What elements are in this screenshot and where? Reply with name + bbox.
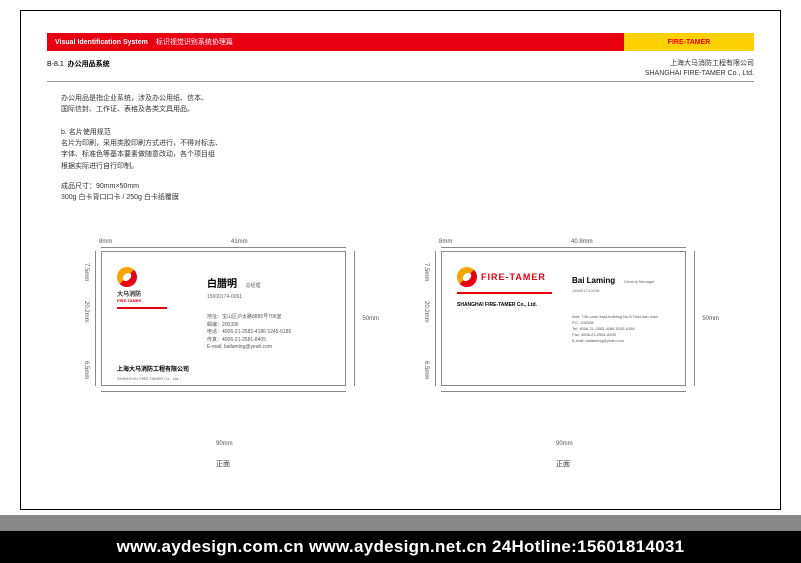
gray-border bbox=[0, 515, 801, 531]
person-title: General Manager bbox=[624, 279, 655, 284]
dim-v1: 7.5mm bbox=[83, 263, 89, 281]
page-frame: Visual Identification System 标识视觉识别系统协理篇… bbox=[20, 10, 781, 510]
brand-label: FIRE-TAMER bbox=[668, 39, 711, 46]
dim-top-mid: 41mm bbox=[231, 239, 248, 245]
paragraph-3: 成品尺寸：90mm×50mm 300g 白卡背口口卡 / 250g 白卡纸覆膜 bbox=[61, 181, 179, 203]
card-company-cn: 上海大马消防工程有限公司 bbox=[117, 364, 189, 373]
company-block: 上海大马消防工程有限公司 SHANGHAI FIRE-TAMER Co., Lt… bbox=[645, 59, 754, 79]
red-underline bbox=[117, 307, 167, 309]
card-label-en: 正面 bbox=[556, 459, 570, 469]
dim-bottom: 90mm bbox=[556, 441, 573, 447]
person-phone: 15000174-0091 bbox=[572, 288, 655, 293]
company-cn: 上海大马消防工程有限公司 bbox=[645, 59, 754, 69]
company-en: SHANGHAI FIRE-TAMER Co., Ltd. bbox=[645, 69, 754, 79]
person-name: 白腊明 bbox=[207, 275, 237, 290]
contact-info: Add: 706 room east-building No.8 Taixi-h… bbox=[572, 314, 658, 344]
dim-v2: 20.2mm bbox=[423, 301, 429, 323]
divider-line bbox=[47, 81, 754, 82]
name-block: Bai Laming General Manager 15000174-0091 bbox=[572, 270, 655, 293]
footer-bar: www.aydesign.com.cn www.aydesign.net.cn … bbox=[0, 531, 801, 563]
paragraph-1: 办公用品是指企业系统，涉及办公用纸、信本、 国际信封、工作证、表格及各类文具用品… bbox=[61, 93, 208, 115]
logo-icon bbox=[117, 267, 137, 287]
cards-area: 8mm 41mm 7.5mm 20.2mm 6.5mm 50mm 90mm 大马… bbox=[81, 231, 720, 431]
name-block: 白腊明 总经理 15000174-0091 bbox=[207, 274, 260, 300]
person-name: Bai Laming bbox=[572, 276, 615, 285]
card-label-cn: 正面 bbox=[216, 459, 230, 469]
card-cn-wrap: 8mm 41mm 7.5mm 20.2mm 6.5mm 50mm 90mm 大马… bbox=[81, 231, 361, 431]
yellow-header: FIRE-TAMER bbox=[624, 33, 754, 51]
logo-block: 大马消防 FIRE-TAMER bbox=[117, 267, 141, 303]
subtitle-row: B-8.1 办公用品系统 上海大马消防工程有限公司 SHANGHAI FIRE-… bbox=[47, 59, 754, 79]
logo-icon bbox=[457, 267, 477, 287]
dim-top-mid: 40.8mm bbox=[571, 239, 593, 245]
vis-subtitle: 标识视觉识别系统协理篇 bbox=[156, 37, 233, 47]
contact-info: 地址：宝山区沪太路8885号706室 邮编：200336 电话：4006-21-… bbox=[207, 314, 291, 352]
section-title: B-8.1 办公用品系统 bbox=[47, 59, 110, 79]
logo-block: FIRE-TAMER bbox=[457, 267, 546, 287]
logo-sub: FIRE-TAMER bbox=[117, 298, 141, 303]
dim-right: 50mm bbox=[702, 316, 719, 322]
paragraph-2: b. 名片使用规范 名片为印刷，采用类胶印刷方式进行，不得对标志、 字体、标准色… bbox=[61, 127, 222, 172]
business-card-cn: 大马消防 FIRE-TAMER 上海大马消防工程有限公司 SHANGHAI FI… bbox=[101, 251, 346, 386]
footer-text: www.aydesign.com.cn www.aydesign.net.cn … bbox=[117, 537, 685, 557]
dim-v3: 6.5mm bbox=[83, 361, 89, 379]
card-en-wrap: 8mm 40.8mm 7.5mm 20.2mm 6.5mm 50mm 90mm … bbox=[421, 231, 701, 431]
dim-right: 50mm bbox=[362, 316, 379, 322]
red-underline bbox=[457, 292, 552, 294]
person-title: 总经理 bbox=[245, 283, 260, 289]
dim-v3: 6.5mm bbox=[423, 361, 429, 379]
dim-v2: 20.2mm bbox=[83, 301, 89, 323]
dim-bottom: 90mm bbox=[216, 441, 233, 447]
red-header: Visual Identification System 标识视觉识别系统协理篇 bbox=[47, 33, 624, 51]
vis-title: Visual Identification System bbox=[55, 39, 148, 46]
business-card-en: FIRE-TAMER SHANGHAI FIRE-TAMER Co., Ltd.… bbox=[441, 251, 686, 386]
person-phone: 15000174-0091 bbox=[207, 294, 260, 300]
dim-v1: 7.5mm bbox=[423, 263, 429, 281]
card-company-en: SHANGHAI FIRE-TAMER Co., Ltd. bbox=[117, 376, 179, 381]
header-bar: Visual Identification System 标识视觉识别系统协理篇… bbox=[47, 33, 754, 51]
dim-top-left: 8mm bbox=[439, 239, 452, 245]
card-company: SHANGHAI FIRE-TAMER Co., Ltd. bbox=[457, 302, 537, 308]
logo-text-en: FIRE-TAMER bbox=[481, 272, 546, 282]
logo-text-cn: 大马消防 bbox=[117, 289, 141, 298]
dim-top-left: 8mm bbox=[99, 239, 112, 245]
